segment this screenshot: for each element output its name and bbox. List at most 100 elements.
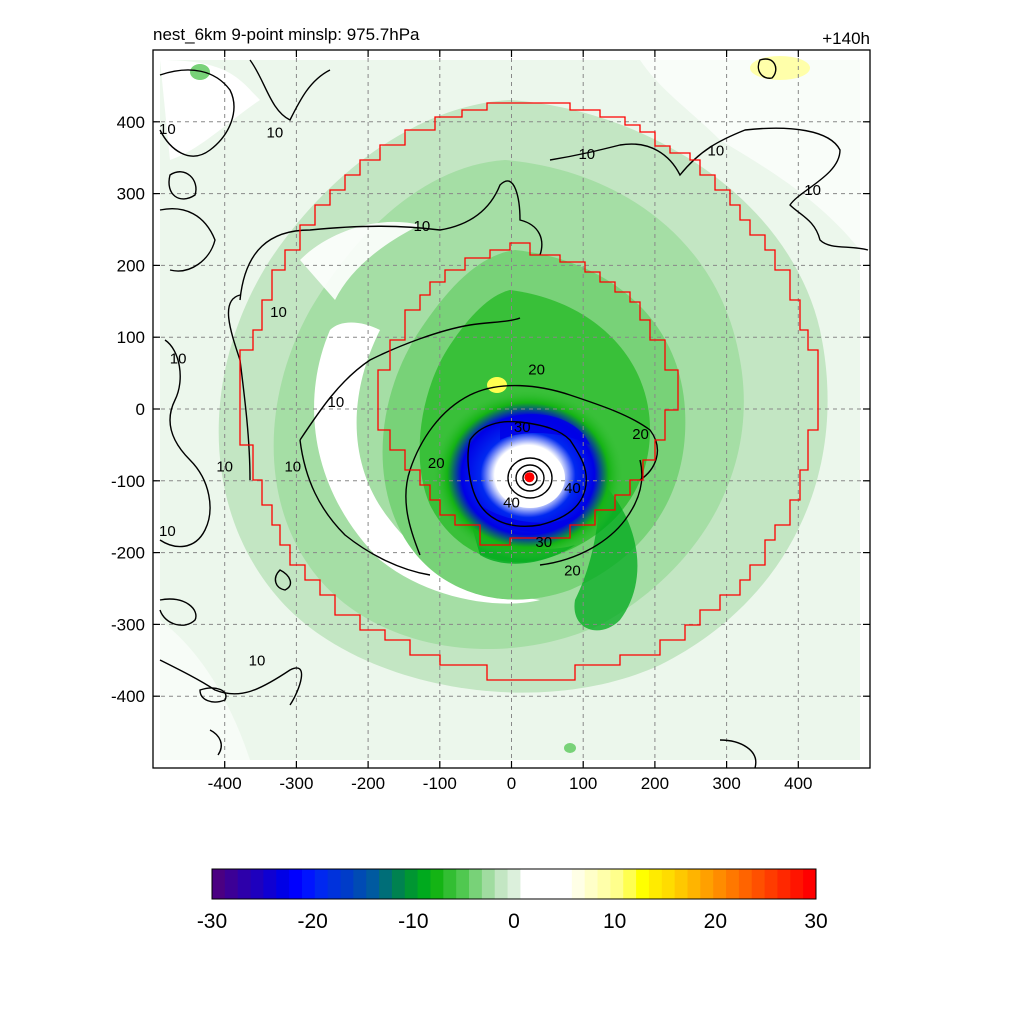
- colorbar-swatch: [713, 869, 727, 899]
- colorbar-tick-label: 30: [804, 910, 827, 933]
- colorbar-swatch: [533, 869, 547, 899]
- inner-domain-boundary: [377, 242, 679, 546]
- y-axis: 400 300 200 100 0 -100 -200 -300 -400: [111, 113, 870, 706]
- plot-title: nest_6km 9-point minslp: 975.7hPa: [153, 25, 420, 44]
- colorbar-swatch: [751, 869, 766, 899]
- contour-label: 10: [159, 523, 176, 540]
- colorbar-swatch: [404, 869, 419, 899]
- storm-center-marker: [524, 472, 535, 483]
- colorbar-swatch: [623, 869, 637, 899]
- contour-label: 10: [284, 458, 301, 475]
- colorbar-tick-label: -20: [297, 910, 327, 933]
- y-tick-label: -100: [111, 472, 145, 491]
- y-tick-label: 400: [117, 113, 145, 132]
- colorbar-swatch: [558, 869, 573, 899]
- colorbar-swatch: [494, 869, 509, 899]
- x-tick-label: 300: [712, 774, 740, 793]
- colorbar-swatch: [571, 869, 586, 899]
- colorbar-swatch: [790, 869, 804, 899]
- colorbar-swatch: [430, 869, 444, 899]
- colorbar-swatch: [636, 869, 650, 899]
- colorbar-swatch: [391, 869, 406, 899]
- colorbar-swatch: [237, 869, 252, 899]
- y-tick-label: 300: [117, 185, 145, 204]
- colorbar-frame: [211, 868, 817, 900]
- contour-label: 20: [428, 455, 445, 472]
- colorbar-swatch: [212, 869, 226, 899]
- colorbar-swatch: [443, 869, 457, 899]
- contour-label: 20: [564, 563, 581, 580]
- x-tick-label: -300: [279, 774, 313, 793]
- colorbar-swatch: [353, 869, 367, 899]
- colorbar-swatch: [481, 869, 496, 899]
- colorbar-swatch: [263, 869, 277, 899]
- contour-label: 30: [514, 419, 531, 436]
- colorbar-swatch: [764, 869, 778, 899]
- colorbar-swatch: [674, 869, 688, 899]
- contour-label: 10: [578, 146, 595, 163]
- colorbar-tick-label: -30: [197, 910, 227, 933]
- colorbar-swatch: [507, 869, 521, 899]
- contour-label: 10: [170, 351, 187, 368]
- colorbar-swatch: [366, 869, 380, 899]
- y-tick-label: 200: [117, 256, 145, 275]
- colorbar-swatch: [314, 869, 329, 899]
- colorbar-swatch: [289, 869, 303, 899]
- colorbar-tick-label: 10: [603, 910, 626, 933]
- colorbar-swatch: [738, 869, 753, 899]
- contour-label: 40: [564, 480, 581, 497]
- colorbar-swatch: [250, 869, 264, 899]
- colorbar-tick-label: -10: [398, 910, 428, 933]
- colorbar-swatch: [700, 869, 714, 899]
- colorbar-swatch: [546, 869, 560, 899]
- colorbar-swatch: [648, 869, 663, 899]
- contour-label: 40: [503, 494, 520, 511]
- colorbar-swatch: [469, 869, 483, 899]
- contour-labels: 10 10 10 10 10 10 10 10 10 10 10 10 10 20 20 20 20 30 30 40…: [159, 121, 821, 669]
- contour-label: 20: [528, 362, 545, 379]
- contour-label: 10: [216, 458, 233, 475]
- colorbar: -30 -20 -10 0 10 20 30: [197, 868, 828, 933]
- contour-label: 10: [270, 304, 287, 321]
- colorbar-swatch: [327, 869, 342, 899]
- colorbar-swatch: [340, 869, 354, 899]
- colorbar-swatch: [597, 869, 611, 899]
- contour-label: 10: [327, 394, 344, 411]
- colorbar-swatch: [301, 869, 316, 899]
- contour-label: 30: [535, 534, 552, 551]
- x-tick-label: 100: [569, 774, 597, 793]
- y-tick-label: -400: [111, 687, 145, 706]
- colorbar-swatch: [661, 869, 676, 899]
- contour-label: 10: [414, 218, 431, 235]
- colorbar-swatch: [584, 869, 599, 899]
- colorbar-tick-label: 20: [704, 910, 727, 933]
- x-axis: -400 -300 -200 -100 0 100 200 300 400: [208, 50, 812, 793]
- x-tick-label: -100: [423, 774, 457, 793]
- contour-label: 20: [632, 426, 649, 443]
- y-tick-label: 0: [136, 400, 145, 419]
- x-tick-label: 0: [507, 774, 516, 793]
- contour-label: 10: [804, 182, 821, 199]
- x-tick-label: -400: [208, 774, 242, 793]
- contour-label: 10: [249, 652, 266, 669]
- forecast-hour-label: +140h: [822, 29, 870, 48]
- colorbar-swatch: [726, 869, 740, 899]
- colorbar-swatch: [803, 869, 817, 899]
- colorbar-tick-label: 0: [508, 910, 520, 933]
- y-tick-label: -200: [111, 544, 145, 563]
- outer-domain-boundary: [239, 102, 819, 681]
- contour-lines: [159, 58, 869, 768]
- colorbar-swatch: [276, 869, 290, 899]
- colorbar-swatch: [610, 869, 624, 899]
- contour-label: 10: [159, 121, 176, 138]
- colorbar-swatch: [520, 869, 534, 899]
- colorbar-swatch: [456, 869, 470, 899]
- x-tick-label: 400: [784, 774, 812, 793]
- x-tick-label: 200: [641, 774, 669, 793]
- colorbar-swatch: [379, 869, 393, 899]
- colorbar-swatch: [687, 869, 701, 899]
- contour-label: 10: [267, 125, 284, 142]
- colorbar-swatch: [417, 869, 431, 899]
- y-tick-label: 100: [117, 328, 145, 347]
